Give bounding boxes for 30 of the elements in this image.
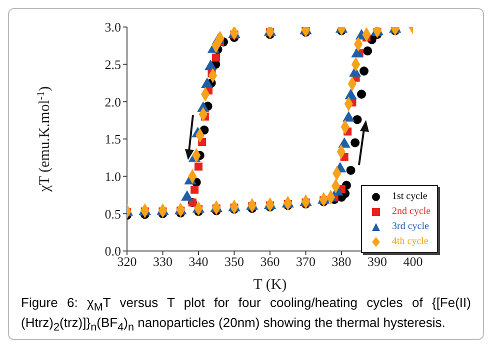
point (230, 27, 239, 40)
x-tick-label: 400 (403, 254, 423, 270)
y-tick-label: 1.5 (104, 132, 121, 147)
point (357, 90, 366, 99)
x-axis-title: T (K) (253, 277, 287, 293)
x-tick-label: 360 (260, 254, 280, 270)
y-tick-label: 3.0 (104, 20, 121, 35)
x-tick-label: 340 (188, 254, 208, 270)
point (212, 54, 220, 62)
legend-label: 2nd cycle (392, 206, 431, 217)
legend-label: 3rd cycle (392, 221, 429, 232)
y-tick-label: 1.0 (104, 168, 121, 184)
x-tick-label: 390 (368, 254, 387, 270)
point (352, 115, 362, 124)
point (363, 46, 372, 56)
y-tick-label: 0.5 (104, 206, 121, 222)
point (194, 162, 202, 171)
x-tick-label: 330 (153, 254, 172, 270)
point (350, 138, 360, 148)
point (360, 66, 369, 76)
point (190, 186, 199, 194)
text: Figure 6: χ$_{M}$T versus T plot for four cooling/heating cycles of {[Fe(II)(Htrz)$_{2}$(trz)]}$_{n}$(BF$_{4}$)$_{n}$ nanoparticles (20nm) showing the thermal hysteresis. (21, 295, 471, 334)
x-tick-label: 350 (224, 254, 244, 270)
x-tick-label: 380 (332, 254, 352, 270)
y-tick-label: 2.0 (104, 94, 121, 110)
y-tick-label: 2.5 (104, 56, 121, 72)
legend-label: 4th cycle (392, 236, 428, 247)
point (346, 166, 356, 175)
legend-label: 1st cycle (392, 191, 428, 202)
x-tick-label: 370 (296, 254, 316, 270)
